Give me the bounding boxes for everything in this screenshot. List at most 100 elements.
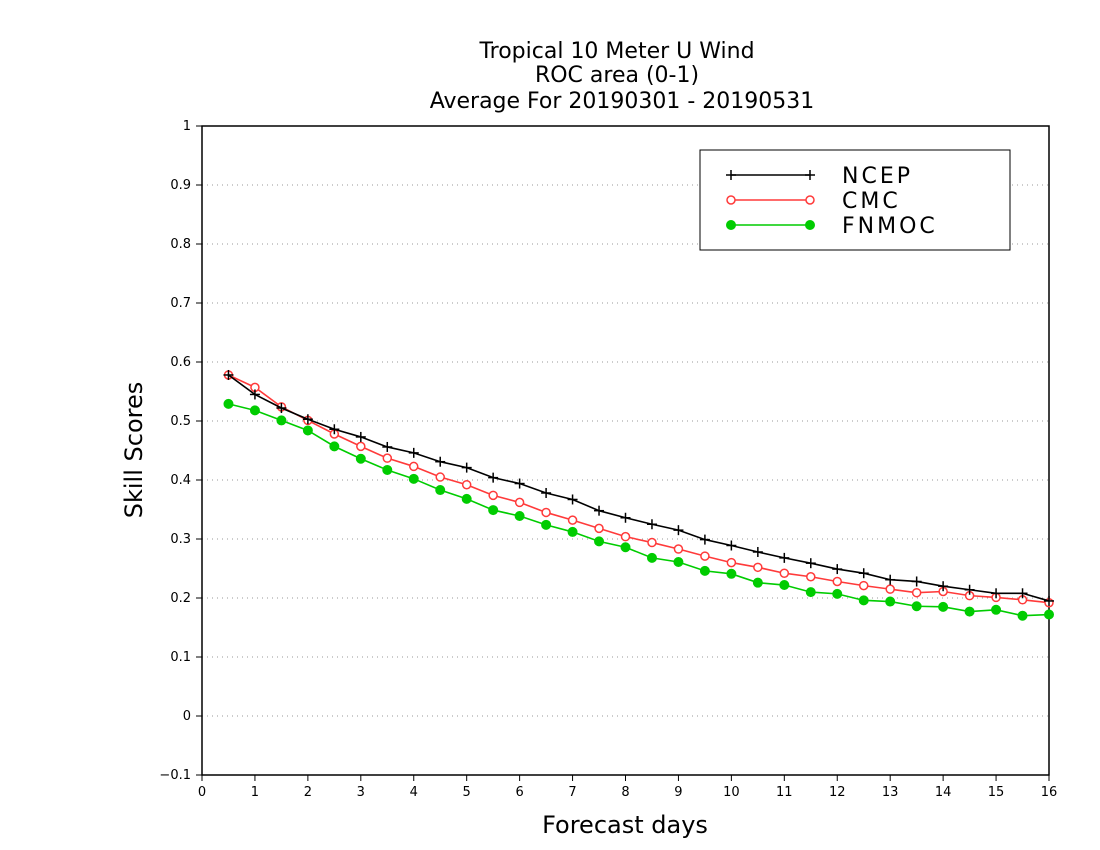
data-point-ncep — [938, 581, 949, 592]
y-tick-label: 0.9 — [170, 178, 191, 193]
data-point-cmc — [356, 441, 366, 452]
data-point-ncep — [329, 424, 340, 435]
y-tick-label: 0 — [183, 709, 191, 724]
title-line-3: Average For 20190301 - 20190531 — [430, 89, 815, 114]
legend-label-fnmoc: FNMOC — [842, 214, 938, 239]
data-point-ncep — [382, 441, 393, 452]
y-tick-label: 0.7 — [170, 296, 191, 311]
data-point-ncep — [726, 540, 737, 551]
data-point-ncep — [541, 487, 552, 498]
legend-item-ncep: NCEP — [726, 164, 910, 189]
legend-marker-ncep — [805, 170, 815, 180]
series-cmc — [223, 370, 1054, 608]
x-tick-label: 9 — [674, 785, 682, 800]
data-point-ncep — [991, 588, 1002, 599]
x-tick-label: 3 — [357, 785, 365, 800]
data-point-ncep — [646, 519, 657, 530]
y-tick-label: 0.4 — [170, 473, 191, 488]
y-tick-label: 0.3 — [170, 532, 191, 547]
data-point-cmc — [594, 523, 604, 534]
data-point-ncep — [673, 525, 684, 536]
title-line-1: Tropical 10 Meter U Wind — [478, 39, 754, 64]
x-axis-label: Forecast days — [542, 811, 708, 839]
data-point-fnmoc — [885, 596, 896, 607]
data-point-cmc — [726, 557, 737, 568]
x-tick-label: 0 — [198, 785, 206, 800]
data-point-ncep — [832, 564, 843, 575]
data-point-fnmoc — [276, 415, 287, 426]
data-point-fnmoc — [991, 604, 1002, 615]
data-point-fnmoc — [302, 425, 313, 436]
series-line-cmc — [228, 374, 1050, 604]
data-point-cmc — [753, 562, 763, 573]
data-point-ncep — [488, 472, 499, 483]
data-point-ncep — [805, 558, 816, 569]
data-point-ncep — [699, 534, 710, 545]
series-group — [223, 369, 1054, 621]
x-tick-label: 12 — [829, 785, 846, 800]
data-point-ncep — [223, 369, 234, 380]
series-fnmoc — [223, 398, 1054, 621]
data-point-fnmoc — [355, 453, 366, 464]
data-point-cmc — [885, 584, 895, 594]
title-line-2: ROC area (0-1) — [535, 63, 699, 88]
data-point-cmc — [673, 544, 684, 554]
y-tick-label: 0.8 — [170, 237, 191, 252]
data-point-cmc — [832, 576, 842, 587]
data-point-fnmoc — [752, 577, 763, 588]
data-point-cmc — [488, 490, 498, 501]
data-point-ncep — [355, 431, 366, 442]
legend-marker-fnmoc — [805, 220, 815, 230]
x-tick-label: 4 — [410, 785, 418, 800]
x-tick-label: 11 — [776, 785, 793, 800]
data-point-cmc — [435, 472, 445, 482]
data-point-ncep — [911, 576, 922, 587]
grid-lines — [202, 184, 1049, 717]
data-point-ncep — [1017, 588, 1028, 599]
data-point-ncep — [567, 494, 578, 505]
data-point-ncep — [408, 447, 419, 458]
y-tick-label: 0.5 — [170, 414, 191, 429]
data-point-fnmoc — [726, 568, 737, 579]
data-point-ncep — [276, 403, 287, 414]
data-point-ncep — [1044, 595, 1054, 606]
x-tick-label: 8 — [621, 785, 629, 800]
data-point-cmc — [620, 531, 631, 542]
x-tick-label: 6 — [515, 785, 523, 800]
legend-item-fnmoc: FNMOC — [726, 214, 938, 239]
data-point-cmc — [461, 479, 472, 490]
legend-label-cmc: CMC — [842, 189, 901, 214]
data-point-fnmoc — [779, 580, 790, 591]
data-point-ncep — [752, 546, 763, 557]
data-point-cmc — [514, 497, 525, 508]
data-point-fnmoc — [858, 595, 869, 606]
data-point-fnmoc — [832, 588, 843, 599]
data-point-fnmoc — [805, 587, 816, 598]
data-point-cmc — [567, 515, 578, 525]
series-ncep — [223, 369, 1054, 606]
data-point-fnmoc — [461, 493, 472, 504]
legend-marker-cmc — [805, 195, 815, 205]
legend-marker-fnmoc — [726, 220, 736, 230]
data-point-fnmoc — [673, 557, 684, 568]
y-tick-label: 0.1 — [170, 650, 191, 665]
data-point-fnmoc — [408, 473, 419, 484]
data-point-fnmoc — [329, 441, 340, 452]
data-point-fnmoc — [249, 405, 260, 416]
y-tick-label: 1 — [183, 119, 191, 134]
data-point-fnmoc — [699, 565, 710, 576]
data-point-fnmoc — [620, 542, 631, 553]
data-point-ncep — [885, 574, 896, 585]
data-point-fnmoc — [514, 510, 525, 521]
data-point-fnmoc — [1017, 610, 1028, 621]
data-point-cmc — [541, 507, 551, 518]
data-point-fnmoc — [488, 505, 499, 516]
data-point-cmc — [806, 572, 816, 582]
data-point-fnmoc — [223, 398, 234, 409]
x-tick-label: 15 — [988, 785, 1005, 800]
series-line-ncep — [227, 374, 1050, 602]
x-tick-label: 14 — [935, 785, 952, 800]
data-point-ncep — [514, 478, 525, 489]
x-tick-label: 7 — [568, 785, 576, 800]
